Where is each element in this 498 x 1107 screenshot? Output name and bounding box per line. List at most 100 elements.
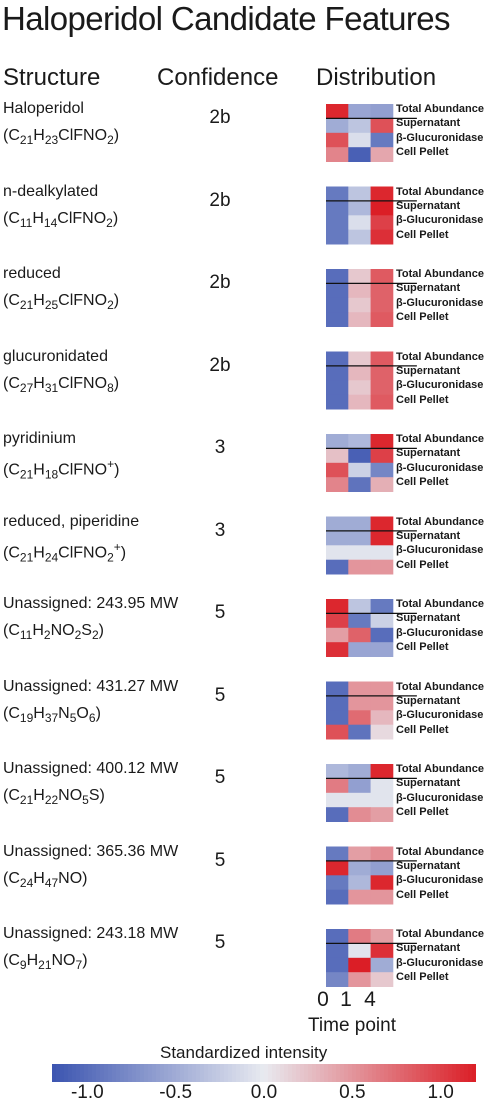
colorbar-segment [280,1064,285,1082]
x-tick-label: 4 [364,988,376,1011]
heatmap-cell [326,545,349,561]
colorbar-segment [348,1064,353,1082]
x-tick-label: 1 [340,988,352,1011]
heatmap-cell [370,297,394,313]
heatmap-cell [326,957,349,973]
colorbar-segment [308,1064,313,1082]
fraction-label: Cell Pellet [396,146,449,159]
colorbar-segment [360,1064,365,1082]
heatmap-cell [370,681,394,697]
colorbar-segment [460,1064,465,1082]
colorbar-segment [132,1064,137,1082]
colorbar-segment [304,1064,309,1082]
colorbar-segment [260,1064,265,1082]
colorbar-segment [88,1064,93,1082]
confidence-value: 3 [214,519,226,541]
colorbar-segment [288,1064,293,1082]
heatmap-cell [370,860,394,876]
heatmap-cell [370,269,394,284]
colorbar-segment [76,1064,81,1082]
fraction-label: Cell Pellet [396,806,449,819]
heatmap-cell [370,627,394,643]
feature-name: reduced, piperidine [3,512,140,530]
colorbar-segment [236,1064,241,1082]
colorbar-segment [224,1064,229,1082]
colorbar-segment [80,1064,85,1082]
feature-formula: (C24H47NO) [3,869,88,890]
colorbar-segment [436,1064,441,1082]
colorbar-segment [208,1064,213,1082]
heatmap-cell [348,681,371,697]
fraction-label: Supernatant [396,447,461,460]
colorbar-segment [432,1064,437,1082]
heatmap-cell [370,477,394,492]
colorbar-segment [52,1064,57,1082]
fraction-label: Cell Pellet [396,393,449,406]
heatmap-cell [370,215,394,231]
confidence-value: 3 [214,437,226,458]
fraction-label: Cell Pellet [396,476,449,489]
heatmap-cell [370,380,394,396]
colorbar-segment [380,1064,385,1082]
heatmap-cell [326,807,349,822]
heatmap-cell [348,710,371,726]
colorbar-segment [256,1064,261,1082]
heatmap-cell [326,394,349,410]
colorbar-segment [144,1064,149,1082]
colorbar-segment [192,1064,197,1082]
heatmap-cell [326,972,349,987]
colorbar-segment [248,1064,253,1082]
heatmap-cell [348,215,371,231]
heatmap-cell [348,724,371,740]
fraction-label: β-Glucuronidase [396,874,484,887]
colorbar-segment [464,1064,469,1082]
heatmap-cell [348,972,371,987]
fraction-label: Cell Pellet [396,311,449,324]
colorbar-segment [332,1064,337,1082]
feature-name: Unassigned: 400.12 MW [3,760,179,777]
colorbar-segment [312,1064,317,1082]
colorbar-segment [252,1064,257,1082]
colorbar-segment [156,1064,161,1082]
feature-name: Haloperidol [3,100,84,117]
heatmap-cell [326,434,349,449]
colorbar-segment [148,1064,153,1082]
heatmap-cell [326,351,349,367]
heatmap-cell [326,200,349,216]
heatmap-cell [370,875,394,891]
heatmap-cell [348,764,371,779]
fraction-label: β-Glucuronidase [396,131,484,144]
fraction-label: Cell Pellet [396,228,449,241]
colorbar-segment [140,1064,145,1082]
x-tick-label: 0 [317,988,329,1011]
heatmap-cell [348,957,371,973]
heatmap-cell [326,613,349,629]
heatmap-cell [348,889,371,905]
heatmap-cell [348,269,371,284]
heatmap-cell [326,448,349,464]
heatmap-cell [370,200,394,216]
fraction-label: Supernatant [396,612,461,625]
heatmap-cell [370,147,394,162]
colorbar-segment [160,1064,165,1082]
heatmap-cell [348,545,371,561]
fraction-label: Total Abundance [396,763,484,775]
heatmap-cell [326,516,349,532]
fraction-label: Cell Pellet [396,971,449,984]
heatmap-cell [348,104,371,119]
colorbar-segment [272,1064,277,1082]
colorbar-segment [352,1064,357,1082]
heatmap-cell [348,132,371,148]
heatmap-cell [370,929,394,944]
heatmap-cell [370,312,394,327]
heatmap-cell [370,778,394,794]
heatmap-cell [370,807,394,822]
fraction-label: Total Abundance [396,268,484,280]
chart-title: Haloperidol Candidate Features [2,0,451,37]
distribution-header: Distribution [316,64,437,91]
fraction-label: β-Glucuronidase [396,956,484,969]
colorbar-segment [456,1064,461,1082]
colorbar-segment [396,1064,401,1082]
colorbar [52,1064,476,1082]
heatmap-cell [348,186,371,202]
